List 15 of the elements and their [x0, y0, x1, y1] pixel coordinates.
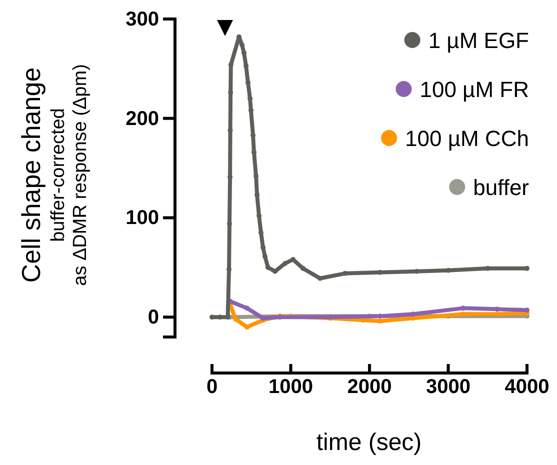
- y-tick-label: 300: [126, 8, 159, 30]
- legend-label: buffer: [473, 175, 529, 200]
- legend-label: 100 µM CCh: [405, 126, 529, 151]
- y-tick-label: 200: [126, 108, 159, 130]
- legend-label: 100 µM FR: [420, 77, 529, 102]
- x-tick-label: 1000: [268, 376, 313, 398]
- x-axis-title: time (sec): [316, 429, 422, 456]
- y-tick-label: 0: [148, 306, 159, 329]
- x-tick-label: 0: [206, 376, 218, 398]
- y-axis-title: Cell shape change buffer-corrected as ΔDMR response (Δpm): [16, 64, 91, 286]
- x-tick-label: 4000: [504, 376, 550, 398]
- x-tick-label: 2000: [347, 376, 392, 398]
- legend-label: 1 µM EGF: [428, 28, 529, 53]
- y-tick-label: 100: [126, 207, 159, 230]
- x-tick-label: 3000: [426, 376, 470, 398]
